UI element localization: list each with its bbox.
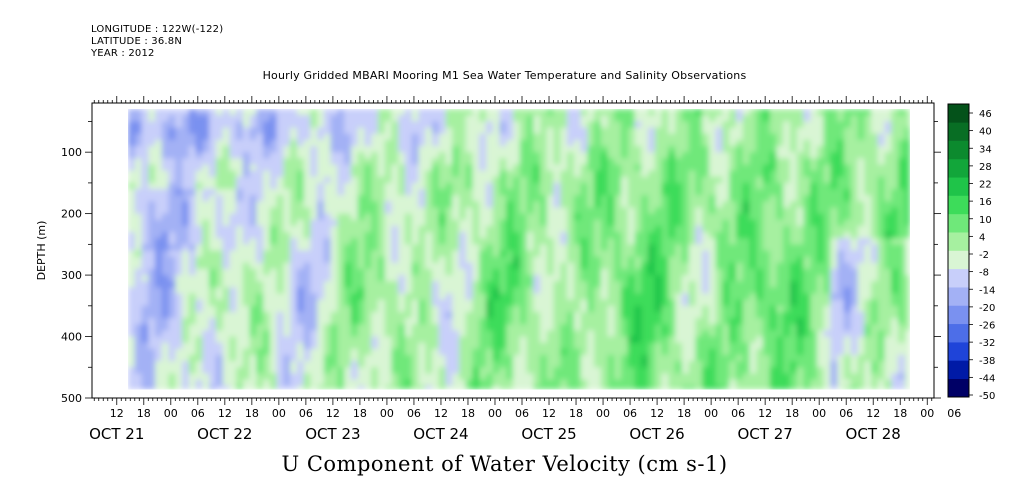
x-hour-tick-label: 12 bbox=[650, 407, 664, 420]
x-hour-tick-label: 12 bbox=[110, 407, 124, 420]
colorbar-swatch bbox=[948, 177, 969, 196]
x-day-label: OCT 23 bbox=[305, 425, 360, 443]
colorbar-swatch bbox=[948, 195, 969, 215]
x-hour-tick-label: 18 bbox=[893, 407, 907, 420]
colorbar: 46 40 34 28 22 16 10 4 -2 -8 -14 -20 -26 -32 -38 -44 -50 bbox=[947, 103, 995, 402]
x-day-label: OCT 25 bbox=[521, 425, 576, 443]
x-hour-tick-label: 06 bbox=[731, 407, 745, 420]
colorbar-label: 28 bbox=[979, 162, 992, 173]
colorbar-label: -26 bbox=[979, 321, 995, 332]
x-hour-tick-label: 00 bbox=[596, 407, 610, 420]
colorbar-frame bbox=[947, 103, 970, 398]
x-day-label: OCT 24 bbox=[413, 425, 468, 443]
colorbar-swatch bbox=[948, 158, 969, 178]
x-hour-tick-label: 00 bbox=[380, 407, 394, 420]
y-tick-label: 200 bbox=[61, 208, 82, 221]
heatmap-cells bbox=[128, 109, 910, 390]
longitude-label: LONGITUDE : 122W(-122) bbox=[91, 24, 224, 35]
colorbar-swatch bbox=[948, 250, 969, 270]
x-hour-tick-label: 12 bbox=[326, 407, 340, 420]
x-hour-tick-label: 12 bbox=[758, 407, 772, 420]
x-hour-tick-label: 00 bbox=[488, 407, 502, 420]
colorbar-label: 10 bbox=[979, 215, 992, 226]
x-hour-tick-label: 18 bbox=[353, 407, 367, 420]
heatmap-field bbox=[128, 109, 910, 390]
x-hour-tick-label: 12 bbox=[866, 407, 880, 420]
x-day-label: OCT 21 bbox=[89, 425, 144, 443]
colorbar-label: -14 bbox=[979, 285, 995, 296]
x-day-label: OCT 27 bbox=[737, 425, 792, 443]
colorbar-swatch bbox=[948, 342, 969, 361]
colorbar-label: -8 bbox=[979, 268, 989, 279]
colorbar-label: 40 bbox=[979, 127, 992, 138]
colorbar-swatch bbox=[948, 378, 969, 398]
colorbar-label: 46 bbox=[979, 109, 992, 120]
y-tick-label: 100 bbox=[61, 146, 82, 159]
chart-title: Hourly Gridded MBARI Mooring M1 Sea Wate… bbox=[262, 69, 747, 82]
y-axis-label: DEPTH (m) bbox=[35, 221, 48, 281]
colorbar-label: -2 bbox=[979, 250, 989, 261]
x-hour-tick-label: 12 bbox=[542, 407, 556, 420]
x-hour-tick-label: 18 bbox=[785, 407, 799, 420]
x-day-label: OCT 22 bbox=[197, 425, 252, 443]
x-day-label: OCT 26 bbox=[629, 425, 684, 443]
x-hour-tick-label: 06 bbox=[515, 407, 529, 420]
x-hour-tick-label: 06 bbox=[407, 407, 421, 420]
y-tick-label: 400 bbox=[61, 331, 82, 344]
x-hour-tick-label: 18 bbox=[245, 407, 259, 420]
x-hour-tick-label: 00 bbox=[272, 407, 286, 420]
colorbar-label: -32 bbox=[979, 338, 995, 349]
x-hour-tick-label: 12 bbox=[434, 407, 448, 420]
y-tick-label: 500 bbox=[61, 392, 82, 405]
x-hour-tick-label: 00 bbox=[920, 407, 934, 420]
colorbar-label: -50 bbox=[979, 391, 995, 402]
x-hour-tick-label: 00 bbox=[812, 407, 826, 420]
x-hour-tick-label: 18 bbox=[569, 407, 583, 420]
x-hour-tick-label: 18 bbox=[677, 407, 691, 420]
colorbar-label: 16 bbox=[979, 197, 992, 208]
colorbar-label: -44 bbox=[979, 373, 995, 384]
x-hour-tick-label: 06 bbox=[623, 407, 637, 420]
colorbar-swatch bbox=[948, 122, 969, 141]
latitude-label: LATITUDE : 36.8N bbox=[91, 36, 183, 47]
colorbar-swatch bbox=[948, 360, 969, 379]
x-hour-tick-label: 06 bbox=[839, 407, 853, 420]
year-label: YEAR : 2012 bbox=[91, 48, 155, 59]
colorbar-swatch bbox=[948, 213, 969, 233]
colorbar-label: -38 bbox=[979, 356, 995, 367]
colorbar-swatch bbox=[948, 287, 969, 306]
x-hour-tick-label: 06 bbox=[191, 407, 205, 420]
colorbar-label: 22 bbox=[979, 180, 992, 191]
x-hour-tick-label: 00 bbox=[704, 407, 718, 420]
colorbar-label: 34 bbox=[979, 144, 992, 155]
colorbar-label: 4 bbox=[979, 232, 985, 243]
colorbar-swatch bbox=[948, 104, 969, 123]
x-hour-tick-label: 06 bbox=[947, 407, 961, 420]
x-hour-tick-label: 12 bbox=[218, 407, 232, 420]
colorbar-label: -20 bbox=[979, 303, 995, 314]
colorbar-swatch bbox=[948, 268, 969, 288]
x-hour-tick-label: 18 bbox=[461, 407, 475, 420]
colorbar-swatch bbox=[948, 140, 969, 160]
colorbar-swatch bbox=[948, 323, 969, 343]
y-tick-label: 300 bbox=[61, 269, 82, 282]
colorbar-swatch bbox=[948, 305, 969, 325]
x-hour-tick-label: 18 bbox=[137, 407, 151, 420]
x-hour-tick-label: 00 bbox=[164, 407, 178, 420]
x-day-label: OCT 28 bbox=[846, 425, 901, 443]
x-hour-tick-label: 06 bbox=[299, 407, 313, 420]
colorbar-swatch bbox=[948, 232, 969, 251]
variable-title: U Component of Water Velocity (cm s-1) bbox=[281, 452, 728, 476]
